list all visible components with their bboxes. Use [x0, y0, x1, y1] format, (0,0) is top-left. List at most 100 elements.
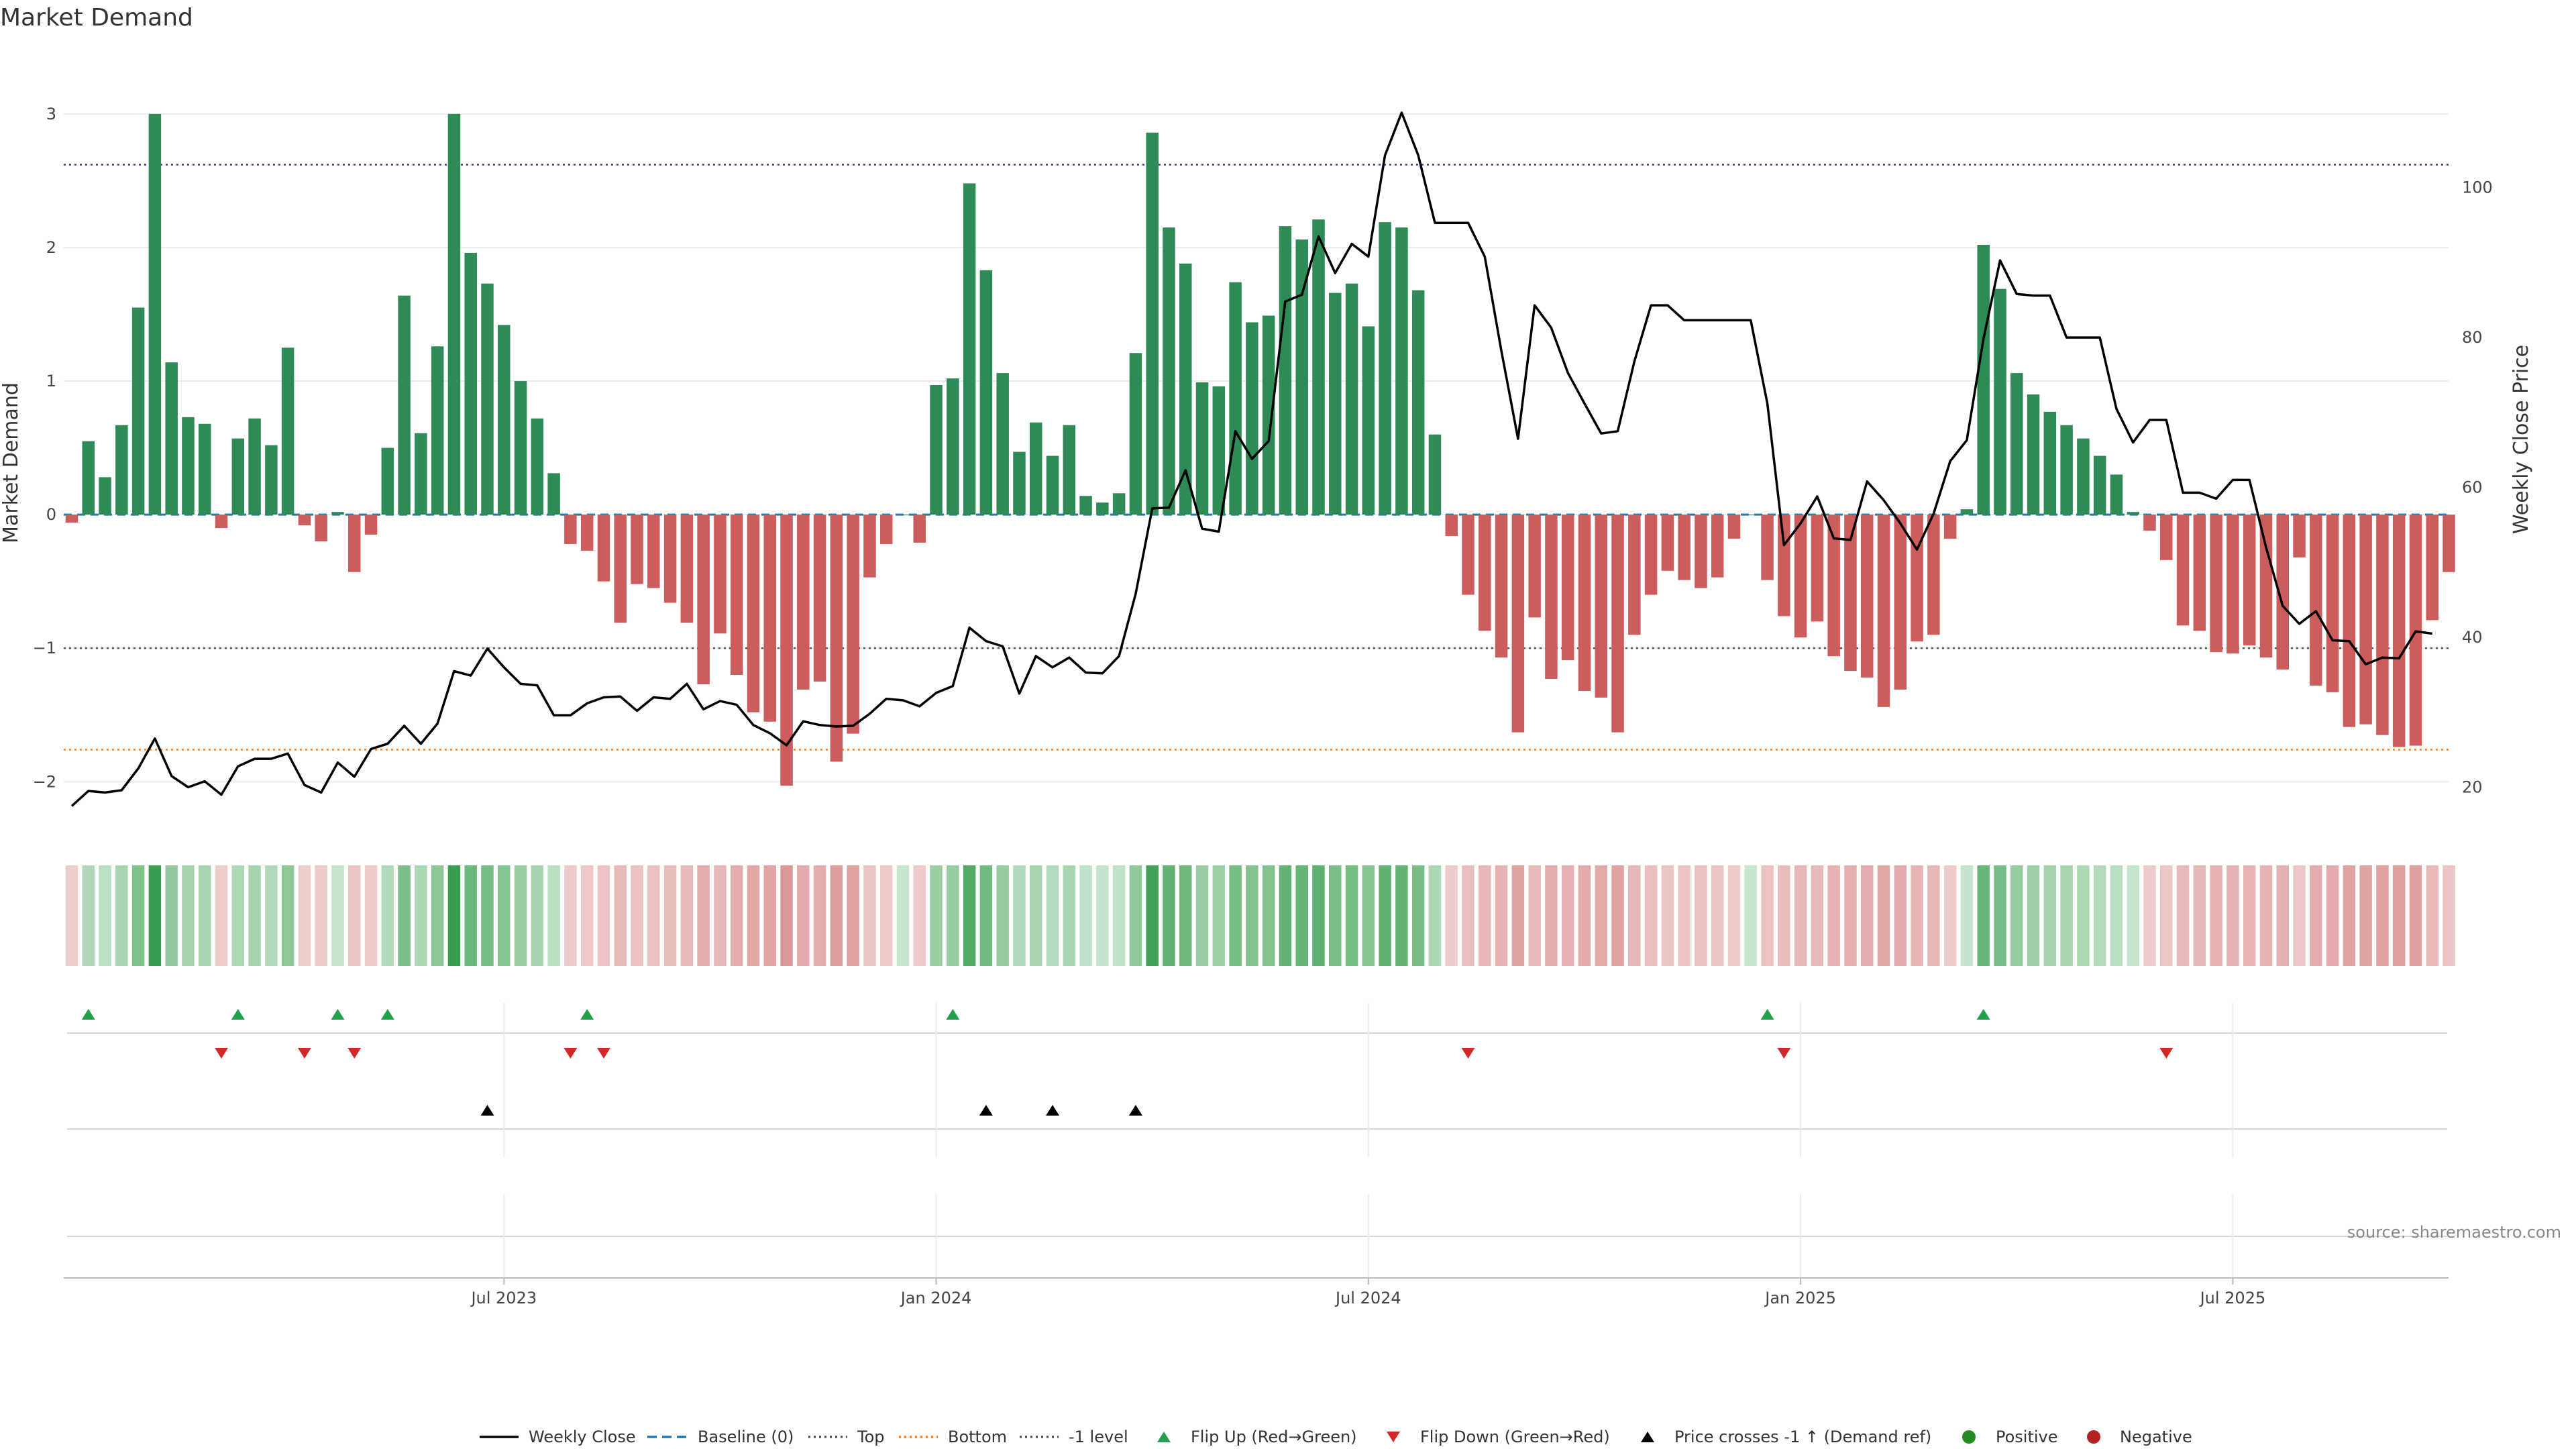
heat-cell	[2210, 865, 2222, 966]
legend-label: Negative	[2120, 1428, 2192, 1446]
positive-bar	[481, 283, 494, 515]
positive-bar	[165, 362, 178, 515]
negative-bar	[348, 515, 361, 572]
negative-bar	[2359, 515, 2372, 724]
x-tick-label: Jan 2024	[900, 1289, 972, 1307]
legend-swatch	[1157, 1432, 1171, 1442]
heat-cell	[1578, 865, 1591, 966]
heat-cell	[1511, 865, 1525, 966]
heat-cell	[131, 865, 145, 966]
y2-tick-label: 100	[2462, 178, 2493, 197]
flip-up-marker	[946, 1009, 960, 1020]
heat-cell	[348, 865, 361, 966]
heat-cell	[913, 865, 926, 966]
heat-cell	[1046, 865, 1059, 966]
heat-cell	[431, 865, 444, 966]
positive-bar	[1112, 493, 1126, 515]
positive-bar	[930, 385, 943, 515]
negative-bar	[2426, 515, 2439, 621]
heat-cell	[1943, 865, 1957, 966]
negative-bar	[2276, 515, 2289, 670]
heat-cell	[1379, 865, 1391, 966]
event-markers	[67, 1003, 2447, 1278]
negative-bar	[2310, 515, 2322, 686]
heat-cell	[2010, 865, 2023, 966]
negative-bar	[863, 515, 876, 578]
positive-bar	[498, 325, 511, 515]
positive-bar	[1229, 282, 1242, 515]
flip-down-marker	[1461, 1048, 1475, 1059]
legend-swatch	[1962, 1430, 1976, 1444]
negative-bar	[763, 515, 777, 722]
positive-bar	[1262, 315, 1275, 515]
heat-cell	[1495, 865, 1508, 966]
negative-bar	[315, 515, 327, 541]
heat-cell	[1628, 865, 1641, 966]
y-tick-label: −2	[33, 772, 56, 791]
heat-cell	[531, 865, 544, 966]
positive-bar	[82, 441, 95, 515]
positive-bar	[1379, 222, 1391, 515]
positive-bar	[1428, 434, 1442, 515]
heat-cell	[99, 865, 111, 966]
positive-bar	[415, 433, 427, 515]
heat-cell	[1860, 865, 1874, 966]
positive-bar	[2027, 394, 2040, 515]
heat-cell	[747, 865, 760, 966]
heat-cell	[82, 865, 95, 966]
negative-bar	[2409, 515, 2422, 746]
heat-cell	[830, 865, 843, 966]
heat-cell	[2077, 865, 2090, 966]
heat-cell	[415, 865, 427, 966]
positive-bar	[1329, 292, 1342, 515]
heat-cell	[1877, 865, 1890, 966]
price-cross-marker	[979, 1105, 993, 1116]
positive-bar	[99, 477, 111, 515]
positive-bar	[1063, 425, 1076, 515]
heat-cell	[714, 865, 727, 966]
negative-bar	[2143, 515, 2156, 531]
negative-bar	[1860, 515, 1874, 678]
heat-cell	[2359, 865, 2372, 966]
positive-bar	[947, 378, 959, 515]
heat-cell	[1063, 865, 1076, 966]
heat-cell	[1112, 865, 1126, 966]
negative-bar	[597, 515, 610, 582]
legend-swatch	[1641, 1432, 1654, 1442]
heat-cell	[381, 865, 394, 966]
negative-bar	[1462, 515, 1474, 595]
negative-bar	[847, 515, 859, 734]
negative-bar	[1811, 515, 1824, 622]
heat-cell	[979, 865, 993, 966]
heat-cell	[364, 865, 378, 966]
positive-bar	[1345, 283, 1358, 515]
heat-cell	[331, 865, 344, 966]
heat-cell	[614, 865, 627, 966]
heat-cell	[847, 865, 859, 966]
heat-cell	[1096, 865, 1109, 966]
heat-cell	[697, 865, 710, 966]
heat-cell	[1462, 865, 1474, 966]
flip-up-marker	[81, 1009, 95, 1020]
chart-title: Market Demand	[0, 4, 193, 32]
heat-cell	[2343, 865, 2356, 966]
heat-cell	[1994, 865, 2006, 966]
negative-bar	[1644, 515, 1658, 595]
heat-cell	[215, 865, 228, 966]
negative-bar	[2293, 515, 2306, 557]
positive-bar	[1212, 386, 1226, 515]
heat-cell	[879, 865, 893, 966]
heat-cell	[1644, 865, 1658, 966]
positive-bar	[231, 438, 245, 515]
negative-bar	[1794, 515, 1807, 638]
heat-cell	[2376, 865, 2389, 966]
heat-cell	[2243, 865, 2256, 966]
negative-bar	[1511, 515, 1525, 733]
x-tick-label: Jul 2024	[1334, 1289, 1401, 1307]
heat-cell	[1811, 865, 1824, 966]
positive-bar	[1146, 132, 1159, 515]
legend-swatch	[1387, 1432, 1400, 1442]
heat-cell	[2127, 865, 2139, 966]
negative-bar	[747, 515, 760, 712]
negative-bar	[2193, 515, 2206, 631]
